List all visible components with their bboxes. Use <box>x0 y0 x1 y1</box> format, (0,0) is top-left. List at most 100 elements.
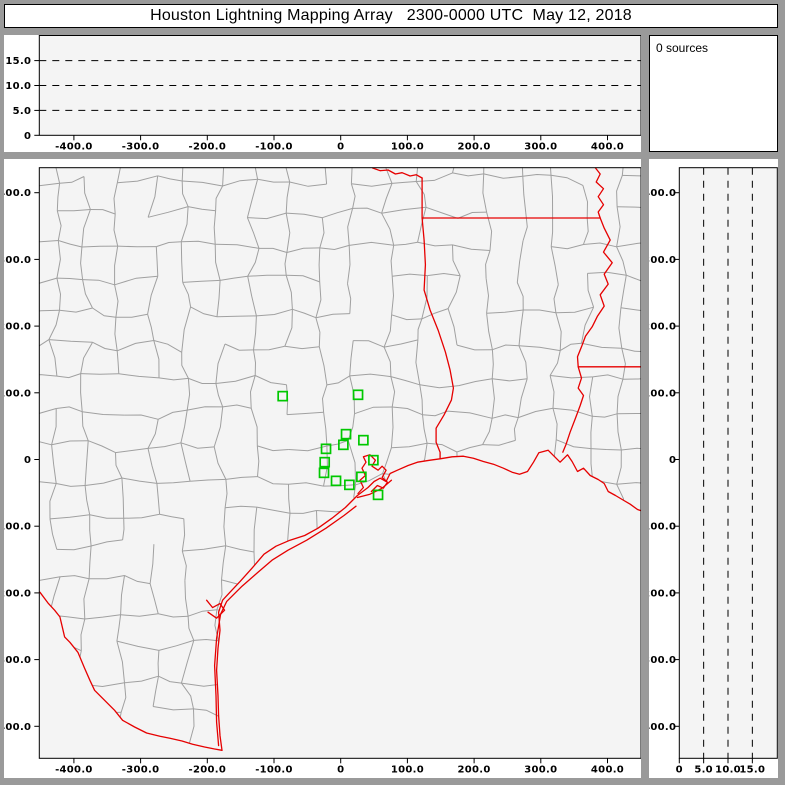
county-line <box>118 373 160 379</box>
county-line <box>621 447 641 451</box>
county-line <box>247 274 287 277</box>
county-line <box>516 240 524 283</box>
county-line <box>39 182 60 187</box>
county-line <box>419 384 423 415</box>
county-line <box>92 341 118 352</box>
county-line <box>452 244 461 277</box>
county-line <box>181 180 189 207</box>
county-line <box>56 545 92 551</box>
county-line <box>39 374 57 378</box>
county-line <box>114 275 158 286</box>
county-line <box>350 167 354 184</box>
altitude-ns-plot[interactable]: 400.0 300.0 200.0 100.0 0 -100.0 -200.0 -300.0 -… <box>649 159 778 778</box>
county-line <box>249 375 256 409</box>
county-line <box>39 339 50 353</box>
county-line <box>147 419 159 449</box>
county-line <box>588 376 594 417</box>
county-line <box>284 309 293 347</box>
tick-label: 0 <box>676 764 683 775</box>
red-river-tx-ok-border <box>372 167 423 179</box>
tick-label: 100.0 <box>391 764 424 775</box>
county-line <box>323 412 328 447</box>
county-line <box>417 207 427 243</box>
county-line <box>48 339 58 377</box>
title-bar: Houston Lightning Mapping Array 2300-000… <box>4 4 778 28</box>
county-line <box>581 306 595 344</box>
county-line <box>182 545 226 552</box>
county-line <box>88 440 116 454</box>
county-line <box>181 518 186 552</box>
tick-label: -300.0 <box>649 655 676 666</box>
county-line <box>92 307 116 318</box>
county-line <box>285 181 291 214</box>
tick-label: -300.0 <box>4 655 31 666</box>
county-line <box>582 185 589 219</box>
county-line <box>350 183 356 209</box>
county-line <box>246 179 259 218</box>
county-line <box>347 208 354 246</box>
county-line <box>39 576 61 582</box>
county-line <box>215 343 226 384</box>
map-plot-area <box>39 167 641 759</box>
county-line <box>581 342 622 349</box>
county-line <box>552 407 593 417</box>
county-line <box>391 442 428 449</box>
county-line <box>124 675 159 684</box>
county-line <box>187 616 195 641</box>
altitude-time-panel: 0 5.0 10.0 15.0 -400.0 -300.0 -200.0 -100.0 0 100… <box>4 35 641 152</box>
county-line <box>486 313 493 350</box>
county-line <box>156 483 161 515</box>
county-line <box>621 347 641 353</box>
county-line <box>181 306 192 353</box>
county-line <box>259 247 288 253</box>
county-line <box>39 240 59 243</box>
county-line <box>181 550 187 581</box>
county-line <box>517 378 528 418</box>
county-line <box>116 640 125 683</box>
county-line <box>353 340 385 348</box>
county-line <box>117 245 157 248</box>
county-line <box>223 507 227 546</box>
county-line <box>116 167 124 183</box>
county-line <box>393 241 418 246</box>
county-line <box>288 484 291 514</box>
county-line <box>180 442 215 449</box>
county-line <box>115 452 123 479</box>
county-line <box>115 447 149 454</box>
county-line <box>549 167 554 176</box>
county-line <box>491 378 495 419</box>
county-line <box>59 176 85 184</box>
county-line <box>188 206 216 212</box>
county-line <box>419 384 459 389</box>
county-line <box>180 442 191 482</box>
county-line <box>284 345 320 350</box>
county-line <box>16 547 17 581</box>
county-line <box>549 350 561 376</box>
county-line <box>518 309 524 346</box>
county-line <box>222 178 258 187</box>
altitude-ew-plot[interactable]: 0 5.0 10.0 15.0 -400.0 -300.0 -200.0 -100.0 0 100… <box>4 35 641 152</box>
tick-label: 400.0 <box>591 141 624 152</box>
county-line <box>550 246 559 285</box>
county-line <box>383 346 392 377</box>
county-line <box>550 217 554 247</box>
map-plot-border <box>38 167 641 759</box>
county-line <box>483 167 491 174</box>
plan-view-map-plot[interactable]: -400.0 -300.0 -200.0 -100.0 0 100.0 200.0 300.0… <box>4 159 641 778</box>
county-line <box>190 306 218 318</box>
county-line <box>213 446 227 480</box>
county-line <box>382 447 392 474</box>
county-line <box>159 513 184 520</box>
county-line <box>157 650 160 677</box>
county-line <box>180 241 184 283</box>
county-line <box>550 375 593 379</box>
county-line <box>427 442 458 453</box>
county-line <box>51 444 57 484</box>
county-line <box>486 309 524 314</box>
county-line <box>319 244 350 251</box>
county-line <box>626 274 641 287</box>
county-line <box>485 278 490 314</box>
county-line <box>456 444 483 453</box>
county-line <box>180 640 195 684</box>
county-line <box>18 611 24 648</box>
